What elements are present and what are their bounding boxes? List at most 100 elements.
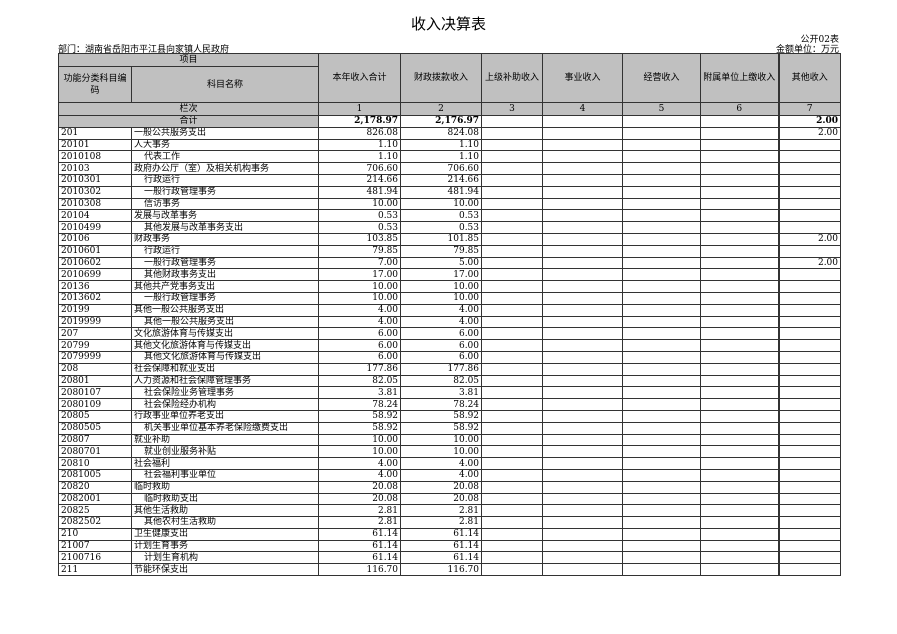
cell-col7 <box>778 173 842 187</box>
cell-col6 <box>700 527 780 541</box>
page-title: 收入决算表 <box>410 15 486 33</box>
cell-col2: 79.85 <box>400 244 483 258</box>
table-row: 2081005 社会福利事业单位 4.00 4.00 <box>58 468 842 482</box>
cell-col7 <box>778 457 842 470</box>
cell-col2: 10.00 <box>400 445 483 459</box>
cell-col7 <box>778 386 842 400</box>
cell-col4 <box>542 173 624 187</box>
cell-col6 <box>700 185 780 199</box>
cell-col6 <box>700 539 780 553</box>
cell-code: 2082001 <box>58 492 132 506</box>
cell-code: 20199 <box>58 303 132 317</box>
cell-code: 2082502 <box>58 516 132 529</box>
cell-col1: 7.00 <box>318 256 402 270</box>
cell-name: 其他农村生活救助 <box>130 516 320 529</box>
department-label: 部门：湖南省岳阳市平江县向家镇人民政府 <box>58 45 230 55</box>
cell-col5 <box>622 221 702 234</box>
total-row: 合计 2,178.97 2,176.97 2.00 <box>57 115 842 128</box>
cell-col4 <box>542 527 624 541</box>
cell-col1: 17.00 <box>318 268 402 282</box>
cell-code: 2079999 <box>58 350 132 364</box>
header-name: 科目名称 <box>130 66 320 103</box>
cell-col4 <box>542 457 624 470</box>
cell-col6 <box>700 150 780 164</box>
cell-col5 <box>622 527 702 541</box>
cell-code: 2010602 <box>58 256 132 270</box>
cell-name: 文化旅游体育与传媒支出 <box>130 327 320 341</box>
header-code: 功能分类科目编码 <box>58 66 132 103</box>
cell-col6 <box>700 504 780 518</box>
table-row: 2010699 其他财政事务支出 17.00 17.00 <box>58 268 842 282</box>
cell-col3 <box>481 374 544 388</box>
cell-col2: 2.81 <box>400 504 483 518</box>
cell-col7 <box>778 350 842 364</box>
cell-col6 <box>700 374 780 388</box>
table-row: 2080109 社会保险经办机构 78.24 78.24 <box>58 398 842 411</box>
cell-col2: 20.08 <box>400 492 483 506</box>
cell-col6 <box>700 244 780 258</box>
cell-name: 一般行政管理事务 <box>130 256 320 270</box>
cell-col7 <box>778 291 842 305</box>
cell-col2: 61.14 <box>400 527 483 541</box>
cell-code: 2010699 <box>58 268 132 282</box>
cell-col5 <box>622 327 702 341</box>
cell-col4 <box>542 386 624 400</box>
cell-col4 <box>542 480 624 494</box>
cell-col5 <box>622 150 702 164</box>
cell-col5 <box>622 244 702 258</box>
cell-col2: 10.00 <box>400 280 483 293</box>
cell-col4 <box>542 209 624 223</box>
cell-col4 <box>542 563 624 577</box>
cell-col1: 481.94 <box>318 185 402 199</box>
cell-col2: 6.00 <box>400 339 483 352</box>
cell-name: 社会福利 <box>130 457 320 470</box>
cell-col6 <box>700 433 780 447</box>
cell-col5 <box>622 268 702 282</box>
cell-col6 <box>700 209 780 223</box>
cell-col3 <box>481 492 544 506</box>
column-index: 1 <box>318 102 402 116</box>
cell-col2: 4.00 <box>400 468 483 482</box>
cell-col3 <box>481 433 544 447</box>
cell-col1: 116.70 <box>318 563 402 577</box>
cell-col7 <box>778 185 842 199</box>
cell-col6 <box>700 221 780 234</box>
table-row: 20103 政府办公厅（室）及相关机构事务 706.60 706.60 <box>58 162 842 175</box>
cell-col6 <box>700 291 780 305</box>
cell-col6 <box>700 398 780 411</box>
cell-col1: 3.81 <box>318 386 402 400</box>
cell-col3 <box>481 539 544 553</box>
cell-col1: 4.00 <box>318 457 402 470</box>
cell-col7 <box>778 398 842 411</box>
cell-col4 <box>542 256 624 270</box>
cell-col7 <box>778 527 842 541</box>
cell-code: 211 <box>58 563 132 577</box>
cell-col6 <box>700 256 780 270</box>
cell-code: 2080701 <box>58 445 132 459</box>
cell-col4 <box>542 303 624 317</box>
cell-name: 其他文化旅游体育与传媒支出 <box>130 339 320 352</box>
cell-col7 <box>778 480 842 494</box>
header-col4: 事业收入 <box>542 53 624 103</box>
cell-col4 <box>542 138 624 152</box>
cell-col2: 10.00 <box>400 433 483 447</box>
cell-col1: 20.08 <box>318 492 402 506</box>
cell-col5 <box>622 280 702 293</box>
cell-col6 <box>700 339 780 352</box>
cell-col5 <box>622 303 702 317</box>
cell-col5 <box>622 421 702 435</box>
table-row: 208 社会保障和就业支出 177.86 177.86 <box>58 362 842 376</box>
cell-col1: 10.00 <box>318 445 402 459</box>
cell-col2: 4.00 <box>400 303 483 317</box>
cell-col4 <box>542 409 624 423</box>
cell-col5 <box>622 433 702 447</box>
cell-col4 <box>542 280 624 293</box>
cell-code: 20136 <box>58 280 132 293</box>
cell-code: 20104 <box>58 209 132 223</box>
table-row: 20106 财政事务 103.85 101.85 2.00 <box>58 232 842 246</box>
cell-name: 其他共产党事务支出 <box>130 280 320 293</box>
cell-col3 <box>481 256 544 270</box>
cell-col5 <box>622 551 702 565</box>
cell-col6 <box>700 315 780 329</box>
cell-col4 <box>542 468 624 482</box>
